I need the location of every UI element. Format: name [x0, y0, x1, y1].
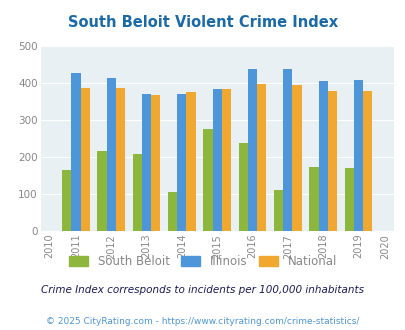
Bar: [362, 91, 371, 231]
Legend: South Beloit, Illinois, National: South Beloit, Illinois, National: [66, 252, 339, 272]
Bar: [273, 190, 283, 231]
Bar: [62, 170, 71, 231]
Bar: [71, 73, 80, 231]
Bar: [247, 69, 256, 231]
Bar: [168, 192, 177, 231]
Bar: [318, 81, 327, 231]
Text: South Beloit Violent Crime Index: South Beloit Violent Crime Index: [68, 15, 337, 30]
Bar: [212, 89, 221, 231]
Bar: [186, 92, 195, 231]
Bar: [115, 88, 125, 231]
Text: Crime Index corresponds to incidents per 100,000 inhabitants: Crime Index corresponds to incidents per…: [41, 285, 364, 295]
Bar: [80, 88, 90, 231]
Bar: [221, 89, 230, 231]
Bar: [327, 91, 336, 231]
Bar: [292, 85, 301, 231]
Bar: [142, 93, 151, 231]
Bar: [97, 151, 107, 231]
Bar: [256, 84, 266, 231]
Bar: [283, 69, 292, 231]
Bar: [107, 78, 115, 231]
Bar: [132, 154, 142, 231]
Bar: [177, 94, 186, 231]
Bar: [309, 167, 318, 231]
Bar: [344, 168, 353, 231]
Bar: [353, 80, 362, 231]
Text: © 2025 CityRating.com - https://www.cityrating.com/crime-statistics/: © 2025 CityRating.com - https://www.city…: [46, 317, 359, 326]
Bar: [203, 129, 212, 231]
Bar: [238, 144, 247, 231]
Bar: [151, 95, 160, 231]
